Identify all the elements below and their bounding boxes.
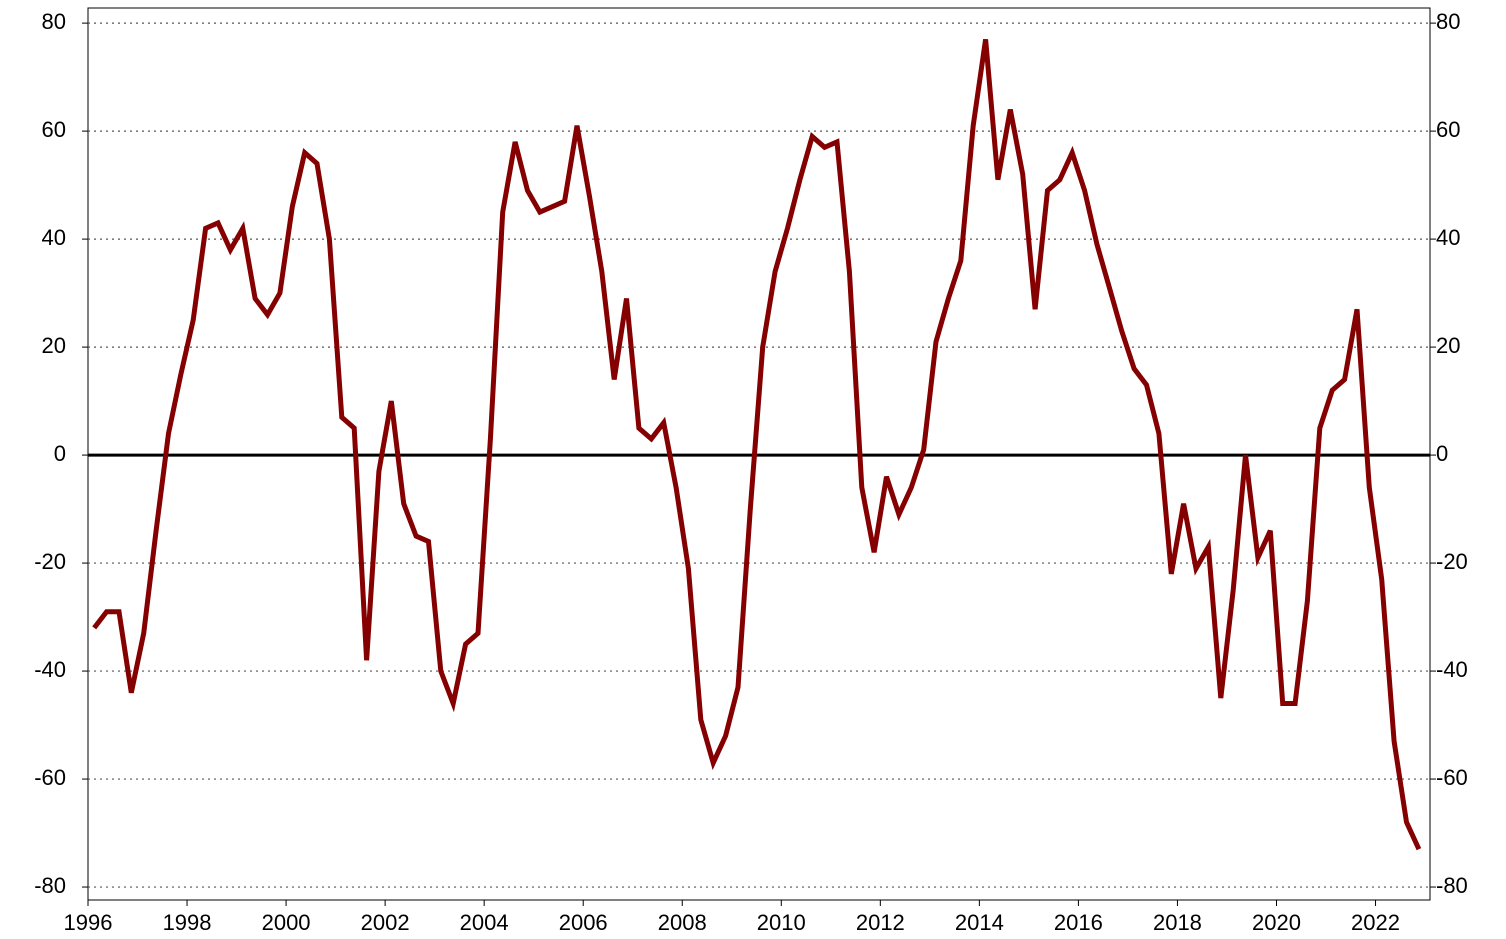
x-tick-label: 2012 — [856, 910, 905, 935]
x-tick-label: 2002 — [361, 910, 410, 935]
y2-tick-label: -60 — [1436, 765, 1468, 790]
x-tick-label: 2006 — [559, 910, 608, 935]
y-tick-label: 20 — [42, 333, 66, 358]
x-tick-label: 2014 — [955, 910, 1004, 935]
x-tick-label: 2008 — [658, 910, 707, 935]
x-tick-label: 2022 — [1351, 910, 1400, 935]
y-tick-label: -80 — [34, 873, 66, 898]
x-tick-label: 2004 — [460, 910, 509, 935]
y-tick-label: -40 — [34, 657, 66, 682]
y2-tick-label: 40 — [1436, 225, 1460, 250]
y-tick-label: -60 — [34, 765, 66, 790]
y2-tick-label: 60 — [1436, 117, 1460, 142]
x-tick-label: 2018 — [1153, 910, 1202, 935]
y-tick-label: 60 — [42, 117, 66, 142]
x-tick-label: 1996 — [64, 910, 113, 935]
y2-tick-label: 0 — [1436, 441, 1448, 466]
y-tick-label: -20 — [34, 549, 66, 574]
x-tick-label: 2020 — [1252, 910, 1301, 935]
x-tick-label: 1998 — [163, 910, 212, 935]
y-tick-label: 0 — [54, 441, 66, 466]
y2-tick-label: -80 — [1436, 873, 1468, 898]
y2-tick-label: -20 — [1436, 549, 1468, 574]
y2-tick-label: 80 — [1436, 9, 1460, 34]
x-tick-label: 2010 — [757, 910, 806, 935]
y2-tick-label: 20 — [1436, 333, 1460, 358]
y-tick-label: 80 — [42, 9, 66, 34]
y-tick-label: 40 — [42, 225, 66, 250]
x-tick-label: 2000 — [262, 910, 311, 935]
y2-tick-label: -40 — [1436, 657, 1468, 682]
x-tick-label: 2016 — [1054, 910, 1103, 935]
data-line — [92, 38, 1422, 851]
